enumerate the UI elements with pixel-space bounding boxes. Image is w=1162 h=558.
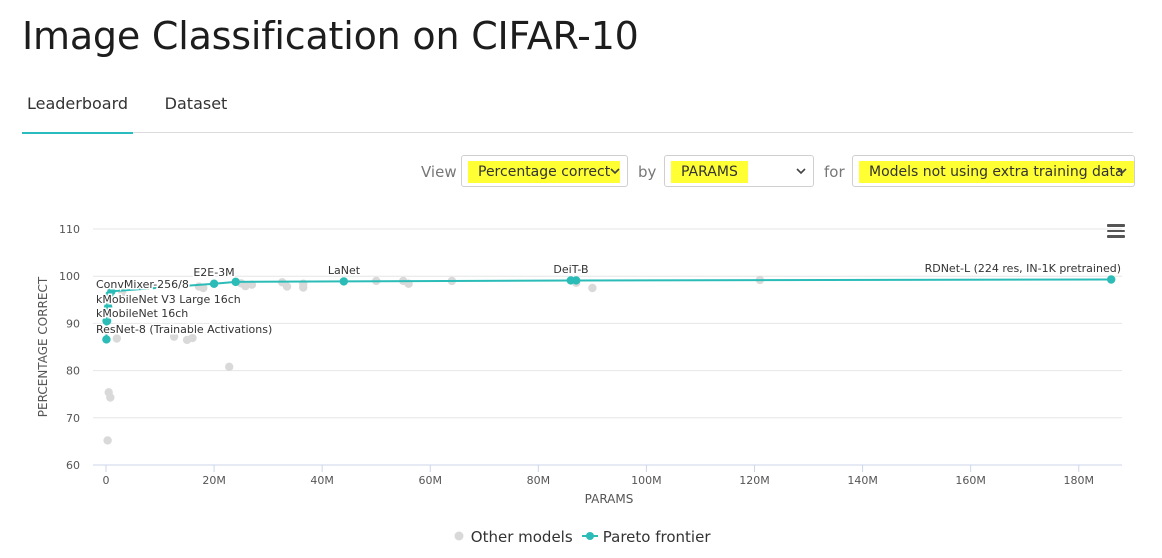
tab-dataset[interactable]: Dataset [164, 94, 228, 113]
grid-lines [93, 228, 1122, 466]
chart: 60 70 80 90 100 110 0 20M 40M 60M 80M 100M 120M 140M 1… [36, 223, 1123, 506]
by-select[interactable]: PARAMS [664, 155, 814, 187]
chart-controls: View Percentage correct by PARAMS for Mo… [0, 155, 1162, 189]
pareto-point [102, 335, 111, 344]
by-label: by [638, 163, 657, 181]
annotations: ConvMixer-256/8 kMobileNet V3 Large 16chk… [95, 261, 1123, 338]
for-select-value: Models not using extra training data [859, 161, 1134, 183]
pareto-point [107, 287, 116, 296]
by-select-value: PARAMS [671, 161, 748, 183]
x-axis-title: PARAMS [585, 492, 634, 506]
other-model-point [241, 281, 250, 291]
other-model-point [225, 362, 234, 372]
view-select-value: Percentage correct [468, 161, 621, 183]
legend-dot-icon [454, 531, 464, 541]
x-tick-label: 140M [847, 474, 878, 487]
other-model-point [169, 332, 179, 341]
y-tick-label: 70 [66, 412, 80, 425]
pareto-annotation-label: kMobileNet 16ch [96, 307, 188, 320]
chart-menu-icon[interactable] [1107, 224, 1125, 238]
tab-leaderboard[interactable]: Leaderboard [22, 94, 133, 134]
pareto-annotation-label: RDNet-L (224 res, IN-1K pretrained) [925, 262, 1121, 275]
legend-pareto-label: Pareto frontier [602, 528, 711, 546]
view-select[interactable]: Percentage correct [461, 155, 628, 187]
y-tick-label: 60 [66, 459, 80, 472]
pareto-point [1106, 275, 1116, 284]
x-tick-label: 120M [739, 474, 770, 487]
view-label: View [421, 163, 457, 181]
for-select[interactable]: Models not using extra training data [852, 155, 1135, 187]
pareto-point [103, 302, 113, 312]
other-model-point [112, 334, 122, 343]
y-tick-label: 100 [59, 270, 80, 283]
other-model-point [588, 283, 597, 293]
x-tick-label: 100M [631, 474, 662, 487]
x-tick-label: 0 [103, 474, 110, 487]
other-model-point [299, 283, 308, 292]
legend-pareto-frontier[interactable]: Pareto frontier [582, 528, 710, 546]
pareto-annotation-label: ConvMixer-256/8 [96, 278, 189, 291]
pareto-point [571, 276, 581, 285]
chevron-down-icon [1117, 168, 1127, 175]
x-tick-label: 20M [202, 474, 226, 487]
legend-other-label: Other models [470, 528, 573, 546]
pareto-point [102, 316, 112, 326]
pareto-annotation-label: E2E-3M [193, 266, 234, 279]
other-model-point [188, 333, 197, 343]
pareto-annotation-label: LaNet [328, 264, 361, 277]
pareto-annotation-label: DeiT-B [553, 263, 588, 276]
page-title: Image Classification on CIFAR-10 [22, 14, 639, 58]
pareto-annotation-label: ResNet-8 (Trainable Activations) [96, 323, 272, 336]
other-model-point [282, 282, 292, 291]
pareto-frontier-series [102, 275, 1116, 344]
y-tick-label: 80 [66, 365, 80, 378]
pareto-point [231, 277, 240, 287]
other-model-point [103, 436, 112, 445]
x-tick-label: 160M [955, 474, 986, 487]
x-tick-label: 40M [310, 474, 334, 487]
chevron-down-icon [796, 168, 806, 175]
axes: 60 70 80 90 100 110 0 20M 40M 60M 80M 100M 120M 140M 1… [36, 223, 1094, 506]
pareto-point [209, 279, 219, 288]
y-axis-title: PERCENTAGE CORRECT [36, 276, 50, 417]
chevron-down-icon [610, 168, 620, 175]
legend-line-dot-icon [582, 532, 598, 540]
pareto-annotation-label: kMobileNet V3 Large 16ch [96, 293, 241, 306]
legend-other-models[interactable]: Other models [452, 528, 573, 546]
x-tick-label: 180M [1064, 474, 1095, 487]
y-tick-label: 90 [66, 317, 80, 330]
other-model-point [199, 283, 208, 293]
other-model-point [106, 393, 115, 402]
pareto-point [339, 277, 348, 286]
for-label: for [824, 163, 845, 181]
y-tick-label: 110 [59, 223, 80, 236]
x-tick-label: 60M [419, 474, 443, 487]
tab-bar: Leaderboard Dataset [22, 86, 1133, 134]
x-tick-label: 80M [527, 474, 551, 487]
